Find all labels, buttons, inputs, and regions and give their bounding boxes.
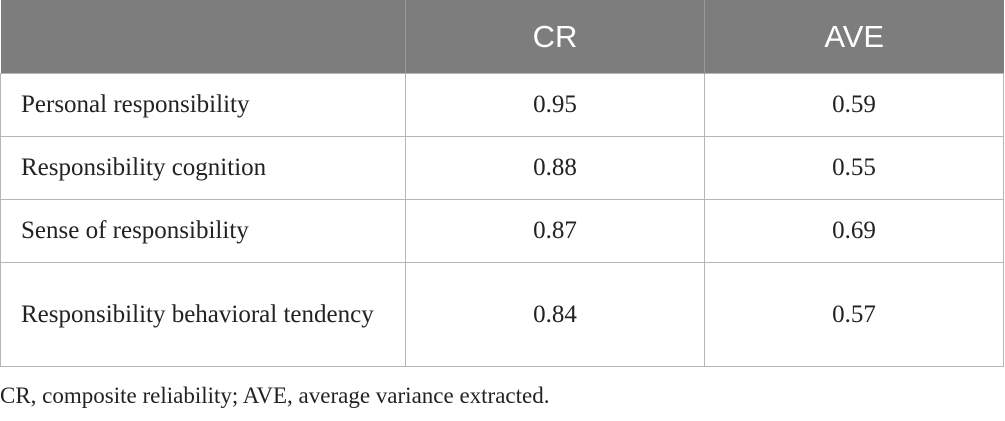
cr-value: 0.84 bbox=[405, 262, 705, 367]
table-row: Personal responsibility 0.95 0.59 bbox=[0, 73, 1004, 137]
table-row: Sense of responsibility 0.87 0.69 bbox=[0, 199, 1004, 263]
header-cr: CR bbox=[405, 0, 705, 74]
row-label: Personal responsibility bbox=[0, 73, 406, 137]
table-row: Responsibility behavioral tendency 0.84 … bbox=[0, 262, 1004, 367]
cr-value: 0.95 bbox=[405, 73, 705, 137]
row-label: Responsibility behavioral tendency bbox=[0, 262, 406, 367]
ave-value: 0.57 bbox=[704, 262, 1004, 367]
cr-value: 0.87 bbox=[405, 199, 705, 263]
row-label: Responsibility cognition bbox=[0, 136, 406, 200]
ave-value: 0.55 bbox=[704, 136, 1004, 200]
reliability-table: CR AVE Personal responsibility 0.95 0.59… bbox=[0, 0, 1004, 367]
table-header-row: CR AVE bbox=[0, 0, 1004, 74]
row-label: Sense of responsibility bbox=[0, 199, 406, 263]
header-ave: AVE bbox=[704, 0, 1004, 74]
table-container: CR AVE Personal responsibility 0.95 0.59… bbox=[0, 0, 1004, 367]
cr-value: 0.88 bbox=[405, 136, 705, 200]
header-empty-cell bbox=[0, 0, 406, 74]
table-footnote: CR, composite reliability; AVE, average … bbox=[0, 383, 550, 408]
ave-value: 0.69 bbox=[704, 199, 1004, 263]
ave-value: 0.59 bbox=[704, 73, 1004, 137]
table-row: Responsibility cognition 0.88 0.55 bbox=[0, 136, 1004, 200]
